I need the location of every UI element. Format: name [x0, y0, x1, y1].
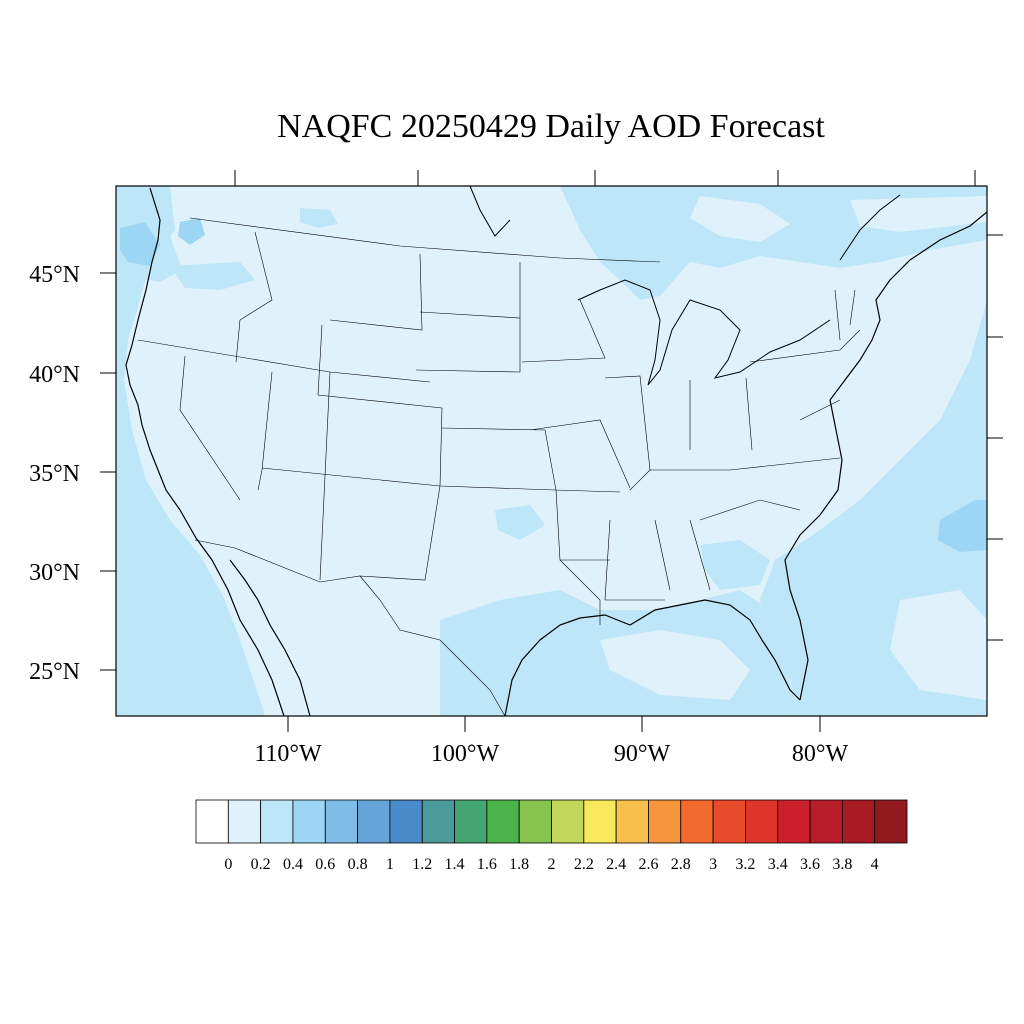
top-ticks: [234, 170, 976, 186]
colorbar-swatch: [292, 799, 326, 844]
map-lines: [125, 186, 987, 716]
colorbar-tick-label: 3.6: [800, 856, 820, 873]
colorbar-swatch: [615, 799, 649, 844]
colorbar-swatch: [357, 799, 391, 844]
colorbar-swatch: [712, 799, 746, 844]
map-frame: [115, 185, 988, 717]
colorbar-swatch: [680, 799, 714, 844]
colorbar-tick-label: 3.2: [735, 856, 755, 873]
aod-canada-light-2: [850, 196, 987, 232]
colorbar-swatch: [324, 799, 358, 844]
state-borders: [137, 217, 861, 716]
colorbar-tick-label: 0.6: [315, 856, 335, 873]
aod-atlantic-high: [938, 500, 987, 552]
lat-label-45n: 45°N: [29, 262, 80, 288]
colorbar-swatch: [454, 799, 488, 844]
aod-atlantic-light: [890, 590, 987, 700]
aod-southeast-patch: [700, 540, 770, 590]
colorbar-tick-label: 1.4: [445, 856, 465, 873]
colorbar-tick-label: 4: [871, 856, 879, 873]
colorbar-tick-label: 2.4: [606, 856, 626, 873]
colorbar-swatch: [486, 799, 520, 844]
colorbar-swatch: [227, 799, 262, 844]
left-ticks: [100, 272, 116, 671]
aod-canada-light: [690, 196, 790, 242]
coastline-atlantic: [784, 211, 987, 701]
colorbar-tick-label: 0.2: [251, 856, 271, 873]
colorbar-tick-label: 2.2: [574, 856, 594, 873]
colorbar-tick-label: 1: [386, 856, 394, 873]
lat-label-25n: 25°N: [29, 659, 80, 685]
lon-label-80w: 80°W: [792, 741, 849, 767]
aod-texas-patch: [495, 505, 545, 540]
colorbar-tick-label: 1.6: [477, 856, 497, 873]
colorbar-swatch: [745, 799, 779, 844]
coastline-baja-gulf: [229, 559, 311, 716]
colorbar-swatch: [518, 799, 552, 844]
colorbar-tick-label: 3: [709, 856, 717, 873]
lon-label-90w: 90°W: [614, 741, 671, 767]
lat-label-35n: 35°N: [29, 461, 80, 487]
aod-wy-patch: [300, 208, 338, 228]
colorbar-swatch: [260, 799, 294, 844]
colorbar-swatch: [551, 799, 585, 844]
coastline-hudson: [469, 186, 511, 237]
colorbar-swatch: [841, 799, 876, 844]
map-title: NAQFC 20250429 Daily AOD Forecast: [277, 108, 825, 145]
colorbar-swatch: [809, 799, 843, 844]
colorbar-swatch: [389, 799, 423, 844]
colorbar-swatch: [648, 799, 682, 844]
aod-pnw-high: [120, 222, 160, 266]
aod-field: [116, 186, 987, 716]
bottom-ticks: [287, 716, 821, 732]
aod-pnw-band: [170, 262, 255, 290]
colorbar-tick-label: 2: [548, 856, 556, 873]
aod-gulf-light: [600, 630, 750, 700]
colorbar: 0 0.2 0.4 0.6 0.8 1 1.2 1.4 1.6 1.8 2 2.2 2.4 2.6 2.8 3…: [195, 799, 908, 873]
aod-pnw-high-2: [178, 218, 205, 245]
right-ticks: [987, 234, 1003, 641]
colorbar-tick-label: 3.4: [768, 856, 788, 873]
colorbar-tick-label: 0: [224, 856, 232, 873]
colorbar-swatch: [583, 799, 617, 844]
colorbar-swatch: [874, 799, 908, 844]
coastline-great-lakes: [577, 279, 831, 386]
colorbar-swatch: [195, 799, 229, 844]
colorbar-swatch: [421, 799, 455, 844]
colorbar-tick-label: 1.2: [412, 856, 432, 873]
lat-label-40n: 40°N: [29, 362, 80, 388]
colorbar-swatch: [777, 799, 811, 844]
lon-label-110w: 110°W: [254, 741, 322, 767]
lon-label-100w: 100°W: [431, 741, 500, 767]
coastline-gulf: [504, 599, 801, 716]
colorbar-tick-label: 1.8: [509, 856, 529, 873]
colorbar-tick-label: 0.4: [283, 856, 303, 873]
map-panel: 45°N 40°N 35°N 30°N 25°N 110°W 100°W 90°…: [29, 170, 1003, 767]
aod-pacific-band: [116, 186, 265, 716]
coastline-labrador: [839, 194, 901, 261]
coastline-pacific: [125, 187, 285, 716]
colorbar-tick-label: 2.6: [638, 856, 658, 873]
colorbar-tick-label: 2.8: [671, 856, 691, 873]
colorbar-tick-label: 0.8: [348, 856, 368, 873]
lat-label-30n: 30°N: [29, 560, 80, 586]
colorbar-tick-label: 3.8: [832, 856, 852, 873]
